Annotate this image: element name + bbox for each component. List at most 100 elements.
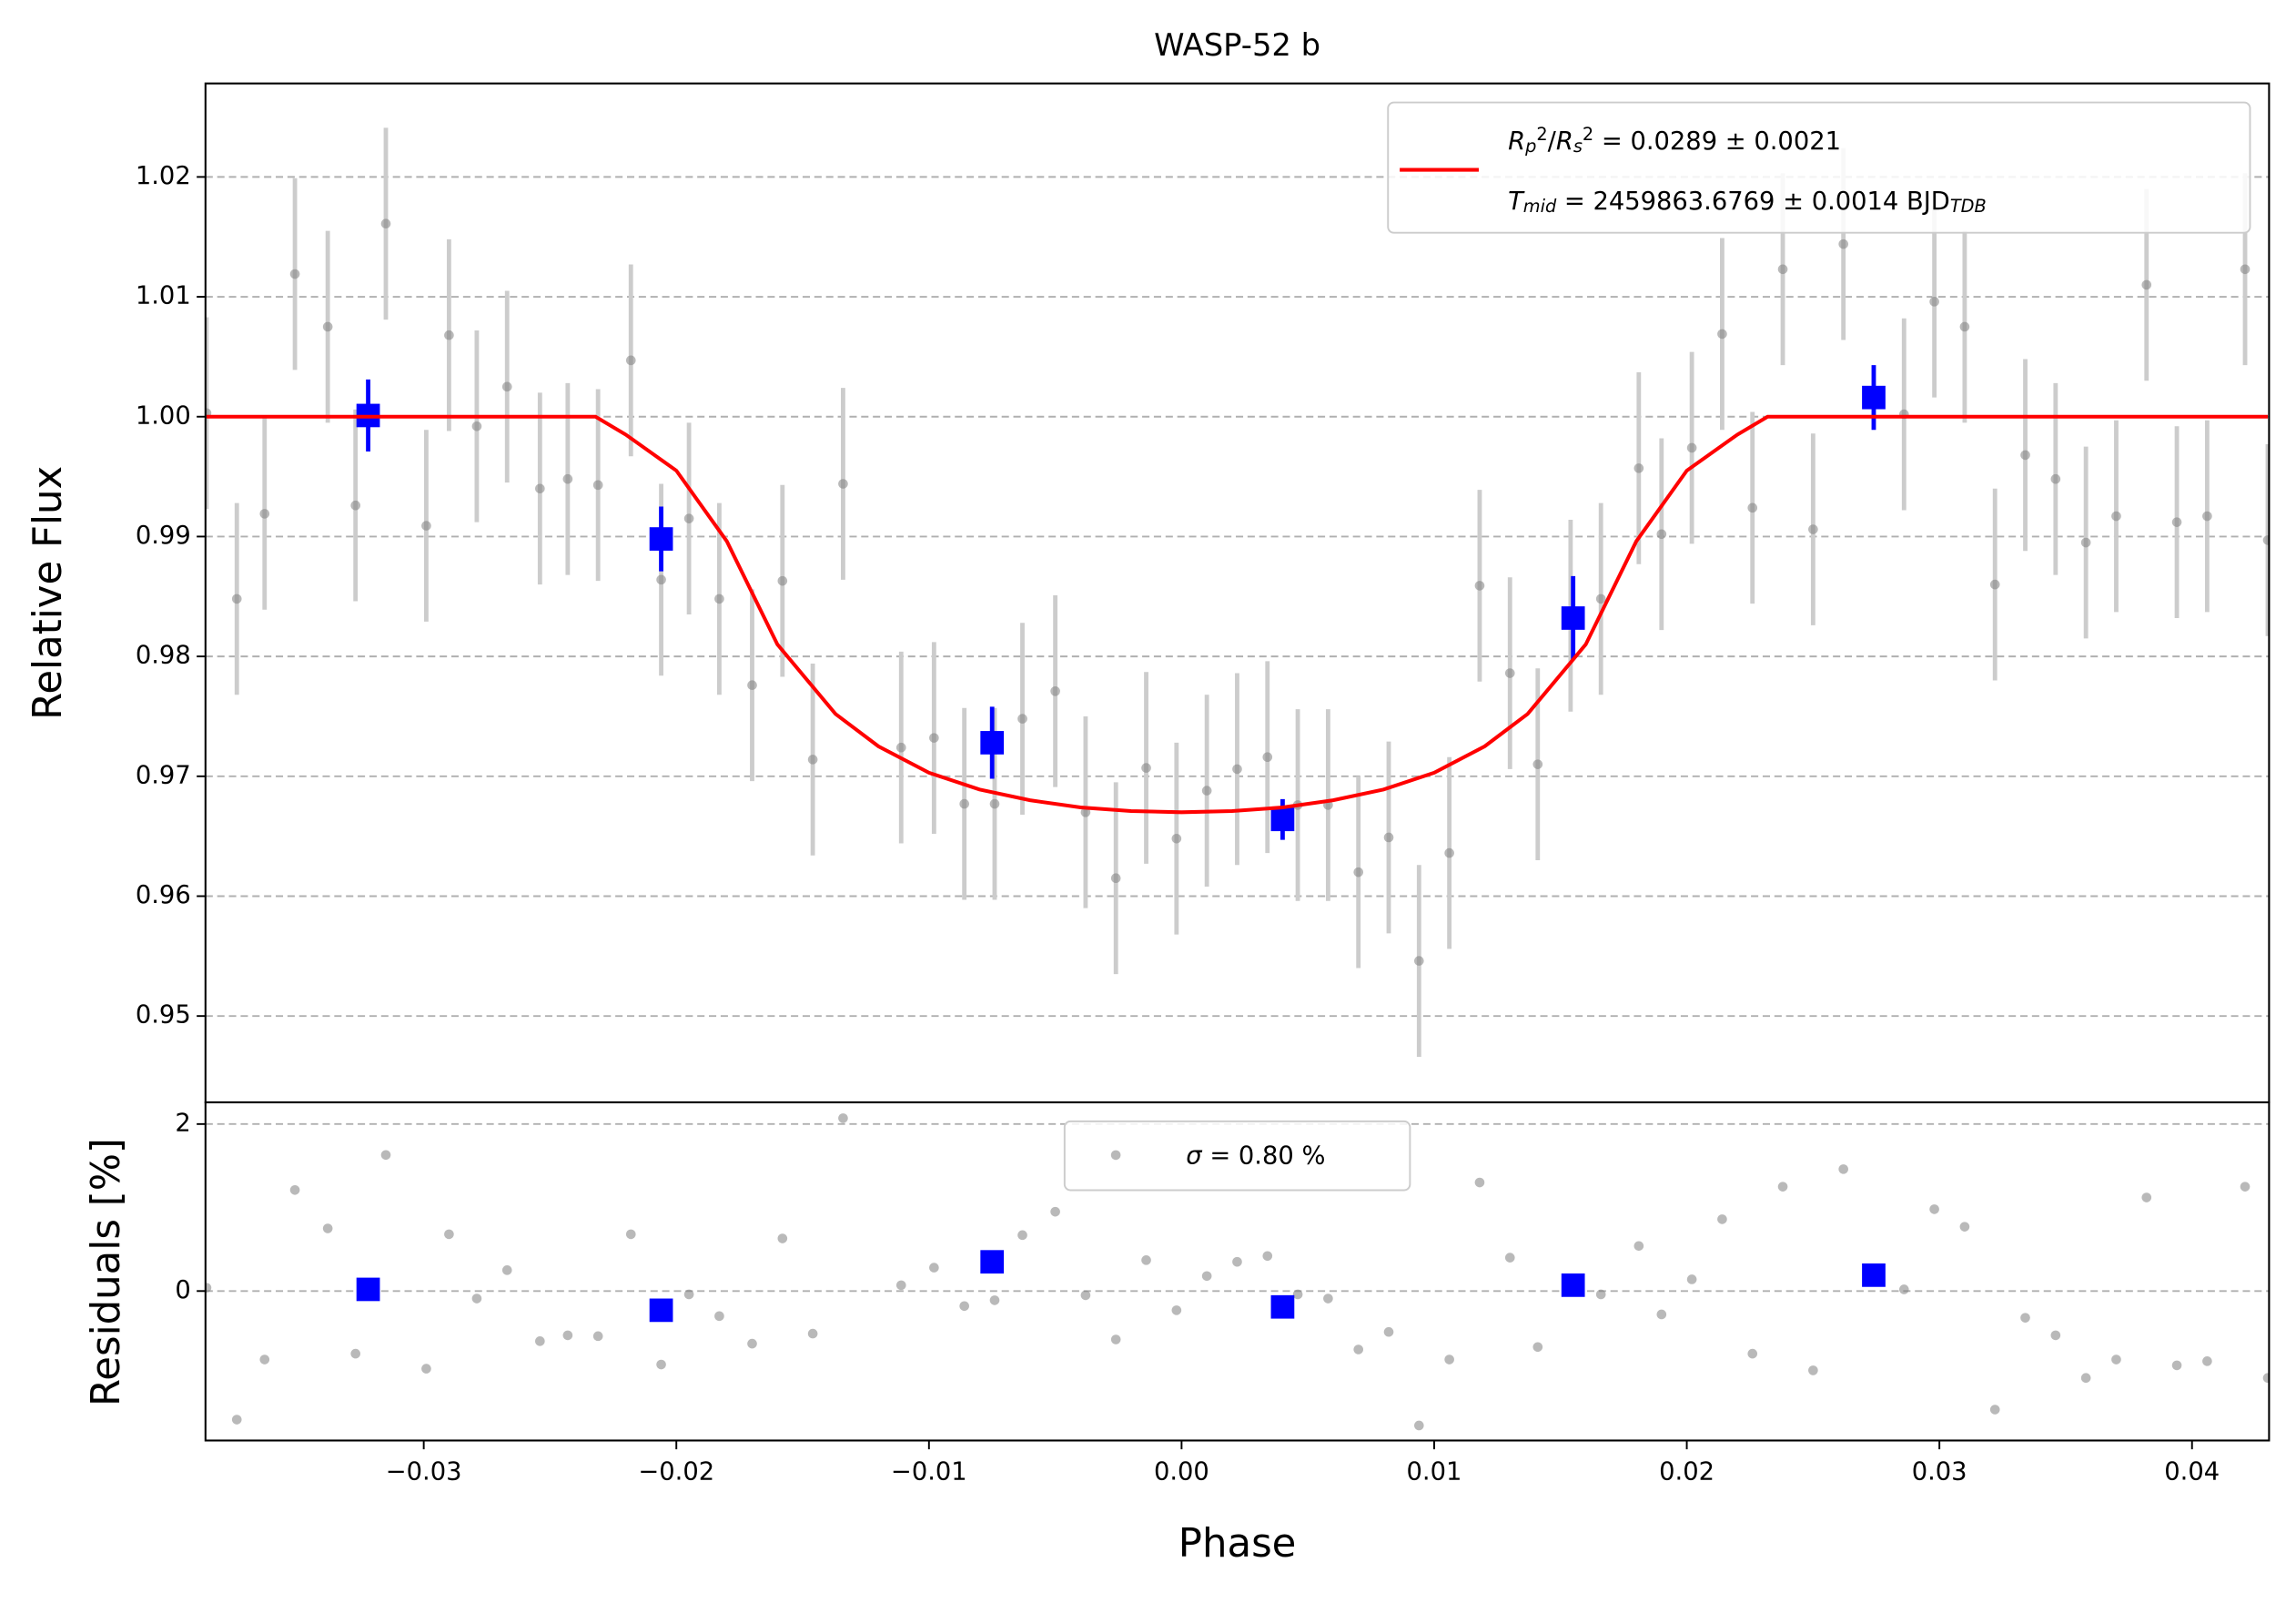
legend-text-part: TDB: [1950, 196, 1987, 217]
legend: σ = 0.80 %: [1063, 1120, 1411, 1192]
data-point: [1633, 1241, 1644, 1252]
data-point: [1232, 764, 1242, 775]
data-point: [1474, 581, 1485, 591]
data-point: [656, 574, 666, 585]
data-point: [1777, 264, 1788, 275]
y-tick-label: 0.96: [136, 881, 191, 909]
data-point: [2202, 511, 2212, 522]
data-point: [322, 1223, 333, 1233]
x-tick-label: −0.02: [638, 1457, 714, 1486]
data-point: [471, 1294, 482, 1304]
data-point: [289, 269, 300, 279]
legend-text-part: σ: [1186, 1141, 1203, 1170]
data-point: [1292, 1289, 1303, 1300]
data-point: [2080, 1373, 2091, 1383]
data-point: [747, 1338, 757, 1349]
data-point: [1353, 1344, 1364, 1354]
axes-frame: [204, 1101, 2271, 1442]
binned-point: [649, 1298, 673, 1323]
y-tick-label: 0.99: [136, 522, 191, 550]
legend-text-part: 2: [1583, 124, 1593, 145]
data-point: [625, 1229, 636, 1240]
data-point: [1808, 1365, 1818, 1375]
legend-text-part: R: [1508, 127, 1525, 155]
data-point: [501, 1265, 512, 1275]
data-point: [1141, 1255, 1151, 1265]
x-tick-label: 0.02: [1659, 1457, 1714, 1486]
data-point: [2240, 1182, 2250, 1192]
data-point: [1414, 1420, 1424, 1431]
data-point: [777, 575, 788, 586]
data-point: [1383, 832, 1394, 843]
legend-text-part: /: [1548, 127, 1557, 155]
data-point: [535, 1336, 545, 1346]
data-point: [1080, 807, 1091, 817]
y-tick-label: 0.95: [136, 1001, 191, 1030]
data-point: [2240, 264, 2250, 275]
data-point: [683, 513, 694, 523]
data-point: [1959, 321, 1970, 332]
data-point: [807, 1328, 818, 1339]
data-point: [807, 755, 818, 765]
binned-point: [980, 1250, 1005, 1274]
data-point: [1808, 524, 1818, 534]
y-tick-label: 2: [175, 1109, 190, 1137]
data-point: [1414, 956, 1424, 966]
data-point: [1633, 463, 1644, 473]
data-point: [1989, 1405, 2000, 1415]
legend-box: [1387, 101, 2251, 234]
data-point: [1838, 238, 1848, 249]
data-point: [1838, 1164, 1848, 1174]
data-point: [1017, 1230, 1027, 1241]
data-point: [444, 330, 454, 340]
x-tick-label: −0.03: [386, 1457, 462, 1486]
data-point: [380, 1150, 391, 1161]
data-point: [2111, 511, 2121, 522]
data-point: [350, 1348, 360, 1359]
data-point: [444, 1229, 454, 1240]
binned-point: [1862, 385, 1886, 410]
data-point: [1201, 786, 1212, 796]
data-point: [1959, 1222, 1970, 1232]
data-point: [421, 1364, 431, 1374]
data-point: [1262, 752, 1273, 763]
data-point: [1353, 867, 1364, 878]
x-tick-label: 0.01: [1407, 1457, 1462, 1486]
data-point: [929, 1263, 939, 1273]
data-point: [1171, 1305, 1182, 1315]
legend-swatch: [1110, 1150, 1121, 1161]
data-point: [1747, 502, 1758, 513]
data-point: [1232, 1256, 1242, 1267]
data-point: [2050, 473, 2061, 484]
legend-label: Tmid = 2459863.6769 ± 0.0014 BJDTDB: [1508, 187, 1987, 217]
data-point: [959, 798, 969, 809]
data-point: [777, 1233, 788, 1243]
chart-title: WASP-52 b: [1154, 27, 1320, 63]
data-point: [2262, 535, 2270, 545]
data-point: [421, 521, 431, 531]
legend-text-part: = 0.80 %: [1202, 1141, 1326, 1170]
data-point: [1110, 1334, 1121, 1344]
data-point: [1532, 759, 1543, 769]
legend-label: σ = 0.80 %: [1186, 1141, 1325, 1170]
data-point: [2202, 1356, 2212, 1366]
binned-point: [1862, 1263, 1886, 1287]
binned-point: [980, 731, 1005, 755]
data-point: [1532, 1342, 1543, 1353]
data-point: [959, 1301, 969, 1312]
data-point: [1110, 873, 1121, 884]
y-axis-label: Relative Flux: [25, 466, 71, 720]
data-point: [2141, 1192, 2152, 1202]
legend-text-part: s: [1573, 136, 1583, 157]
data-point: [471, 421, 482, 431]
legend-label: Rp2/Rs2 = 0.0289 ± 0.0021: [1508, 124, 1841, 157]
data-point: [259, 1354, 270, 1365]
data-point: [1383, 1326, 1394, 1337]
data-point: [1898, 1284, 1909, 1294]
data-point: [2141, 279, 2152, 290]
data-point: [1686, 442, 1697, 453]
data-point: [289, 1184, 300, 1195]
data-point: [592, 480, 603, 491]
binned-point: [649, 527, 673, 551]
